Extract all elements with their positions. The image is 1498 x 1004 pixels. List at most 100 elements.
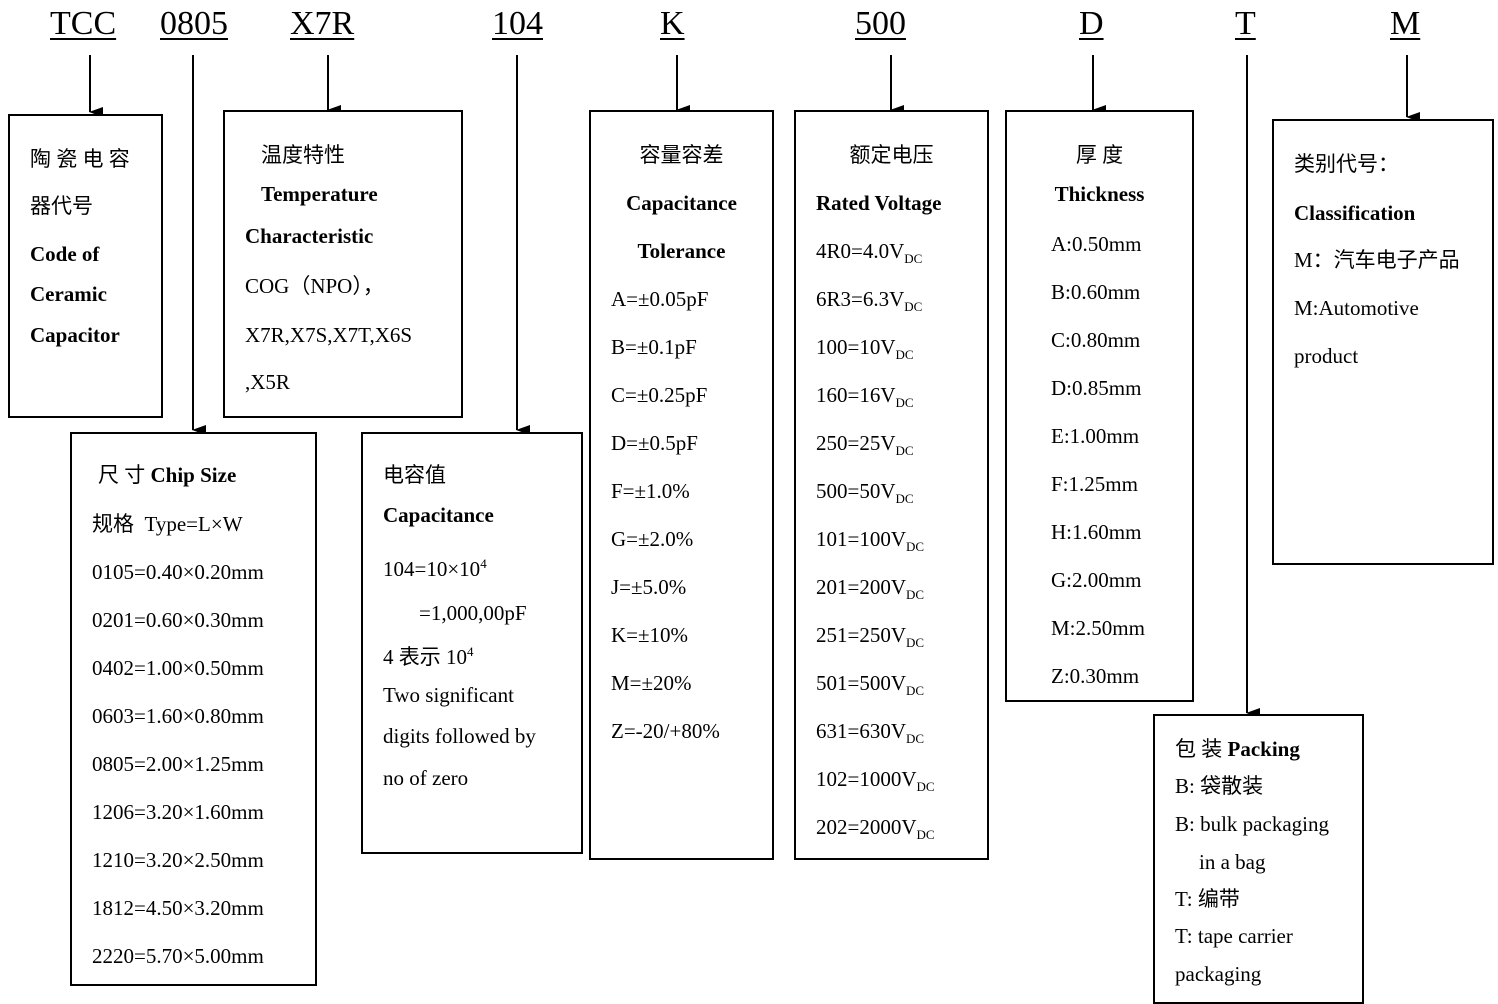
capacitance-en: Capacitance <box>383 503 494 527</box>
classification-en: Classification <box>1294 201 1416 225</box>
temp-value-2: X7R,X7S,X7T,X6S <box>245 323 413 347</box>
voltage-row-value: 201=200V <box>816 575 907 599</box>
thickness-row: D:0.85mm <box>1051 376 1142 400</box>
chip-size-row: 1210=3.20×2.50mm <box>92 848 264 872</box>
code-classification: M <box>1390 5 1421 42</box>
temp-value-1: COG（NPO）， <box>245 274 384 298</box>
voltage-row: 100=10VDC <box>816 334 914 368</box>
thickness-row: G:2.00mm <box>1051 568 1142 592</box>
capacitance-desc-3: no of zero <box>383 766 469 790</box>
temp-en-2: Characteristic <box>245 224 374 248</box>
tolerance-en-1: Capacitance <box>626 191 737 215</box>
voltage-row: 6R3=6.3VDC <box>816 286 922 320</box>
packing-line: packaging <box>1175 962 1262 986</box>
classification-line: M：汽车电子产品 <box>1294 248 1460 272</box>
code-packing: T <box>1235 5 1256 42</box>
capacitance-eq-1-exp: 4 <box>480 556 487 571</box>
voltage-row: 500=50VDC <box>816 478 914 512</box>
chip-size-row: 1812=4.50×3.20mm <box>92 896 264 920</box>
tolerance-row: M=±20% <box>611 671 692 695</box>
voltage-row-value: 500=50V <box>816 479 896 503</box>
packing-line: B: bulk packaging <box>1175 812 1329 836</box>
classification-line: product <box>1294 344 1359 368</box>
code-capacitance: 104 <box>492 5 543 42</box>
chip-size-row: 0105=0.40×0.20mm <box>92 560 264 584</box>
voltage-row-value: 6R3=6.3V <box>816 287 905 311</box>
thickness-row: Z:0.30mm <box>1051 664 1140 688</box>
voltage-row-unit: DC <box>904 251 923 267</box>
capacitance-eq-3-exp: 4 <box>467 644 474 659</box>
voltage-row: 251=250VDC <box>816 622 924 656</box>
code-thickness: D <box>1079 5 1104 42</box>
box-capacitance: 电容值 Capacitance 104=10×104 =1,000,00pF 4… <box>361 432 583 854</box>
voltage-row-value: 101=100V <box>816 527 907 551</box>
ceramic-en-2: Ceramic <box>30 282 107 306</box>
voltage-row: 501=500VDC <box>816 670 924 704</box>
thickness-row: A:0.50mm <box>1051 232 1142 256</box>
chip-size-en: Chip Size <box>150 463 237 487</box>
chip-size-row: 0402=1.00×0.50mm <box>92 656 264 680</box>
voltage-row: 250=25VDC <box>816 430 914 464</box>
thickness-row: F:1.25mm <box>1051 472 1138 496</box>
chip-size-row: 0805=2.00×1.25mm <box>92 752 264 776</box>
voltage-row-unit: DC <box>895 395 914 411</box>
tolerance-row: B=±0.1pF <box>611 335 697 359</box>
voltage-row-unit: DC <box>906 539 925 555</box>
packing-cn: 包 装 <box>1175 737 1223 761</box>
voltage-row-value: 631=630V <box>816 719 907 743</box>
chip-size-type-en: Type=L×W <box>144 512 243 536</box>
box-ceramic-code: 陶 瓷 电 容 器代号 Code of Ceramic Capacitor <box>8 114 163 418</box>
capacitance-desc-1: Two significant <box>383 683 514 707</box>
capacitance-eq-2: =1,000,00pF <box>419 601 527 625</box>
box-classification: 类别代号： Classification M：汽车电子产品 M:Automoti… <box>1272 119 1494 565</box>
ceramic-cn-1: 陶 瓷 电 容 <box>30 147 130 171</box>
tolerance-row: F=±1.0% <box>611 479 690 503</box>
voltage-row-value: 251=250V <box>816 623 907 647</box>
voltage-row-value: 100=10V <box>816 335 896 359</box>
code-tolerance: K <box>660 5 685 42</box>
voltage-row-value: 4R0=4.0V <box>816 239 905 263</box>
chip-size-row: 0603=1.60×0.80mm <box>92 704 264 728</box>
chip-size-heading: 尺 寸 Chip Size <box>98 462 236 488</box>
voltage-row-unit: DC <box>904 299 923 315</box>
chip-size-type: 规格 Type=L×W <box>92 511 243 537</box>
voltage-en: Rated Voltage <box>816 191 942 215</box>
classification-cn: 类别代号： <box>1294 152 1399 176</box>
box-packing: 包 装 Packing B: 袋散装 B: bulk packaging in … <box>1153 714 1364 1004</box>
packing-en: Packing <box>1227 737 1300 761</box>
voltage-row: 631=630VDC <box>816 718 924 752</box>
voltage-row-value: 102=1000V <box>816 767 917 791</box>
temp-value-3: ,X5R <box>245 370 290 394</box>
ceramic-en-1: Code of <box>30 242 100 266</box>
code-voltage: 500 <box>855 5 906 42</box>
tolerance-row: C=±0.25pF <box>611 383 708 407</box>
capacitance-desc-2: digits followed by <box>383 724 536 748</box>
chip-size-row: 1206=3.20×1.60mm <box>92 800 264 824</box>
tolerance-row: G=±2.0% <box>611 527 694 551</box>
tolerance-row: J=±5.0% <box>611 575 687 599</box>
voltage-row-unit: DC <box>906 587 925 603</box>
thickness-row: B:0.60mm <box>1051 280 1141 304</box>
packing-heading: 包 装 Packing <box>1175 736 1300 762</box>
thickness-cn: 厚 度 <box>1075 143 1124 167</box>
voltage-row: 201=200VDC <box>816 574 924 608</box>
box-temperature: 温度特性 Temperature Characteristic COG（NPO）… <box>223 110 463 418</box>
voltage-row-unit: DC <box>895 491 914 507</box>
box-thickness: 厚 度 Thickness A:0.50mm B:0.60mm C:0.80mm… <box>1005 110 1194 702</box>
thickness-row: C:0.80mm <box>1051 328 1141 352</box>
tolerance-row: K=±10% <box>611 623 689 647</box>
chip-size-row: 2220=5.70×5.00mm <box>92 944 264 968</box>
voltage-row: 202=2000VDC <box>816 814 935 848</box>
voltage-row-unit: DC <box>906 683 925 699</box>
capacitance-eq-1: 104=10×104 <box>383 551 487 582</box>
tolerance-row: A=±0.05pF <box>611 287 709 311</box>
tolerance-row: D=±0.5pF <box>611 431 698 455</box>
tolerance-row: Z=-20/+80% <box>611 719 720 743</box>
voltage-row-value: 160=16V <box>816 383 896 407</box>
capacitance-eq-3-base: 4 表示 10 <box>383 645 467 669</box>
voltage-row-value: 501=500V <box>816 671 907 695</box>
chip-size-cn: 尺 寸 <box>98 463 146 487</box>
temp-en-1: Temperature <box>261 182 378 206</box>
packing-line: in a bag <box>1199 850 1266 874</box>
capacitance-eq-3: 4 表示 104 <box>383 639 474 670</box>
